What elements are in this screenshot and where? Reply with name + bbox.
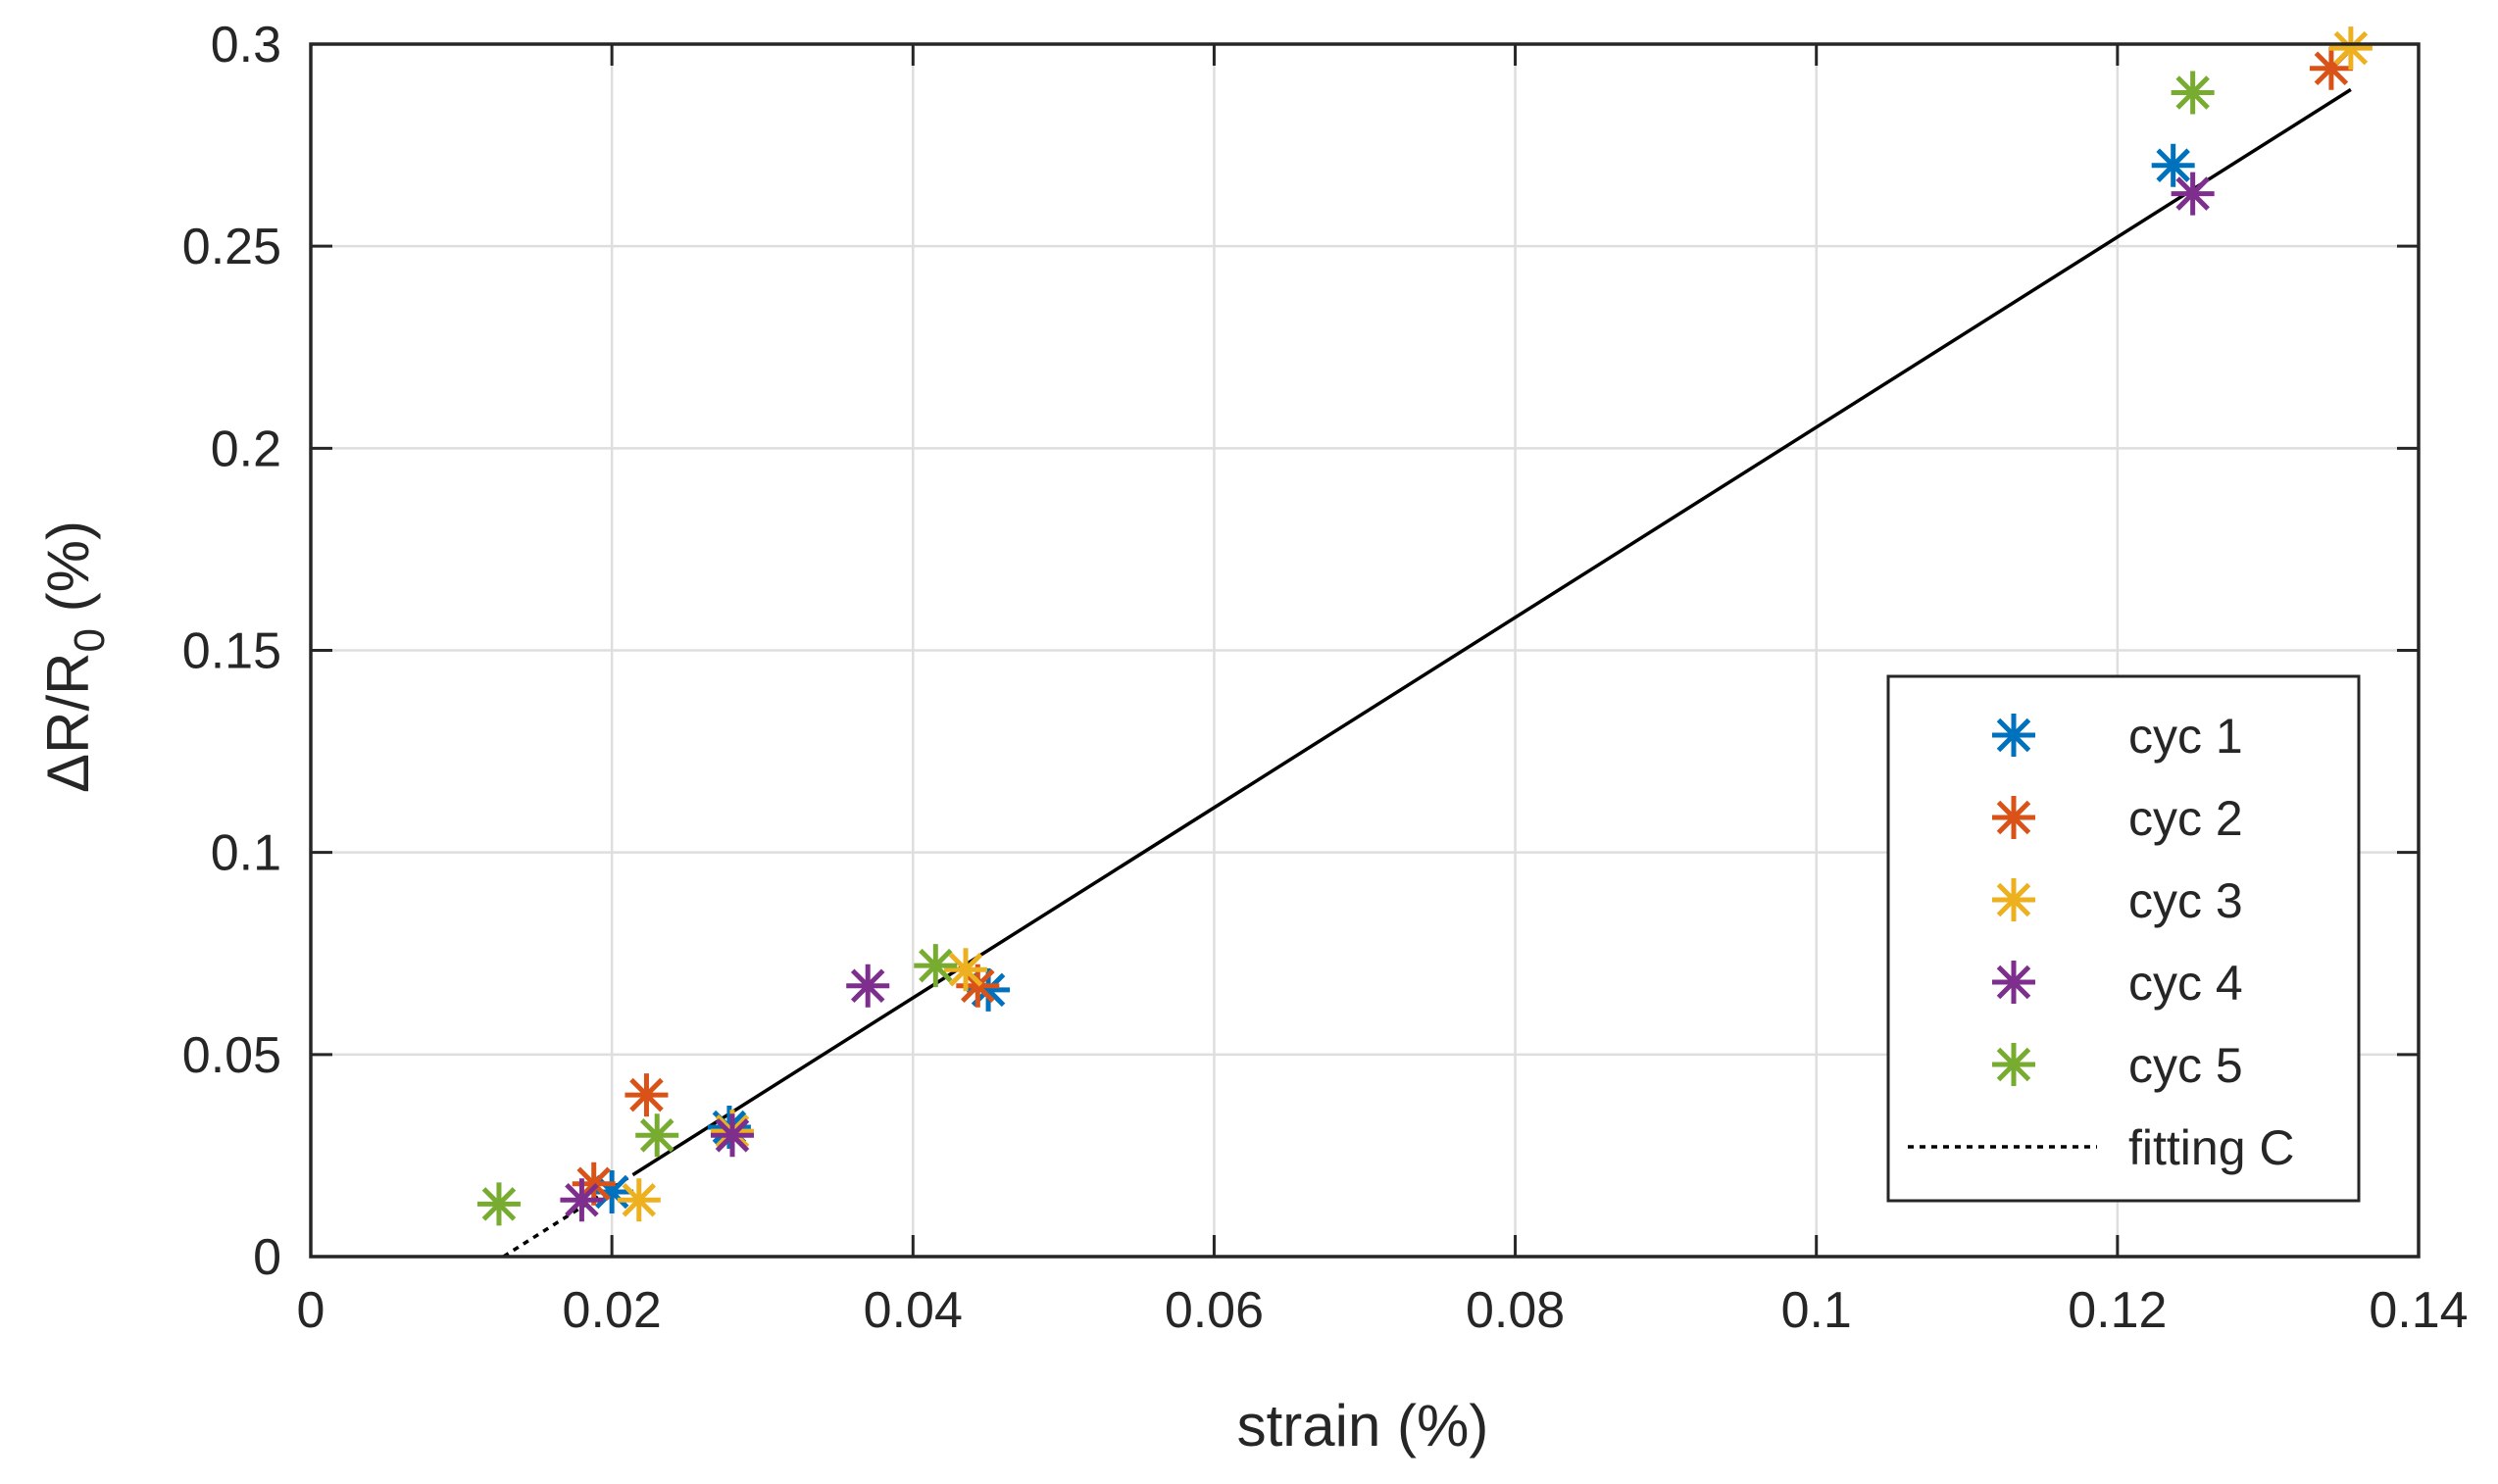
asterisk-stroke (919, 948, 953, 983)
x-tick-label: 0.06 (1165, 1282, 1264, 1339)
asterisk-stroke (565, 1183, 599, 1217)
fit-layer (502, 87, 2352, 1259)
legend-item: cyc 1 (1992, 709, 2243, 764)
data-point-cyc-4 (711, 1113, 754, 1158)
data-point-cyc-5 (914, 944, 958, 988)
y-tick-label: 0.05 (182, 1027, 281, 1084)
legend-item: cyc 4 (1992, 956, 2243, 1011)
x-tick-label: 0 (297, 1282, 325, 1339)
axes-layer: 0 0.02 0.04 0.06 0.08 0.1 0.12 0.14 0 0.05 0.1 0.15… (182, 17, 2469, 1339)
asterisk-stroke (639, 1118, 674, 1153)
x-tick-label: 0.08 (1466, 1282, 1565, 1339)
asterisk-stroke (1996, 882, 2031, 917)
asterisk-stroke (1996, 717, 2031, 753)
data-point-cyc-5 (2171, 71, 2215, 115)
x-axis-title: strain (%) (1237, 1393, 1489, 1459)
data-point-cyc-1 (590, 1170, 634, 1214)
legend-label: cyc 5 (2128, 1038, 2243, 1093)
asterisk-stroke (715, 1118, 750, 1153)
legend-marker-icon (1992, 714, 2035, 757)
y-tick-label: 0.15 (182, 623, 281, 680)
y-tick-label: 0.25 (182, 219, 281, 275)
marker-layer (476, 26, 2373, 1226)
y-tick-label: 0.1 (211, 825, 281, 882)
legend-label: cyc 1 (2128, 709, 2243, 764)
y-tick-label: 0 (253, 1229, 281, 1286)
legend-item: cyc 3 (1992, 873, 2243, 928)
x-tick-label: 0.12 (2068, 1282, 2167, 1339)
legend-label: cyc 2 (2128, 791, 2243, 846)
legend-marker-icon (1992, 796, 2035, 839)
data-point-cyc-1 (2151, 143, 2195, 187)
data-point-cyc-4 (2171, 172, 2215, 216)
asterisk-stroke (629, 1077, 664, 1113)
legend-marker-icon (1992, 961, 2035, 1004)
label-layer: strain (%) ΔR/R0 (%) (35, 520, 1488, 1459)
asterisk-stroke (481, 1187, 517, 1221)
y-axis-title-subscript: 0 (66, 628, 114, 652)
legend-marker-icon (1992, 878, 2035, 921)
asterisk-stroke (2175, 176, 2210, 211)
asterisk-stroke (850, 968, 885, 1004)
asterisk-stroke (2333, 30, 2369, 66)
data-point-cyc-4 (846, 964, 890, 1008)
asterisk-stroke (1996, 965, 2031, 1000)
data-point-cyc-3 (944, 948, 988, 992)
asterisk-stroke (2156, 148, 2190, 182)
legend-marker-icon (1992, 1043, 2035, 1086)
x-tick-label: 0.14 (2369, 1282, 2468, 1339)
data-point-cyc-5 (635, 1113, 679, 1158)
y-axis-title-main: ΔR/R (35, 653, 101, 793)
fit-line-solid (633, 87, 2352, 1175)
legend-label: cyc 3 (2128, 873, 2243, 928)
asterisk-stroke (961, 968, 995, 1004)
legend-label: fitting C (2128, 1120, 2295, 1175)
y-axis-title-unit: (%) (35, 520, 101, 628)
data-point-cyc-2 (2309, 46, 2353, 90)
asterisk-stroke (1996, 1047, 2031, 1082)
data-point-cyc-5 (476, 1182, 521, 1226)
y-tick-label: 0.3 (211, 17, 281, 74)
asterisk-stroke (2175, 75, 2210, 110)
x-tick-label: 0.1 (1781, 1282, 1852, 1339)
y-axis-title: ΔR/R0 (%) (35, 520, 114, 793)
fit-line-dotted (502, 1172, 636, 1259)
data-point-cyc-4 (560, 1178, 604, 1222)
legend-item: cyc 5 (1992, 1038, 2243, 1093)
asterisk-stroke (948, 952, 983, 987)
y-tick-label: 0.2 (211, 420, 281, 477)
data-point-cyc-3 (2328, 26, 2373, 71)
x-tick-label: 0.02 (563, 1282, 662, 1339)
data-point-cyc-2 (624, 1073, 669, 1117)
legend-item: cyc 2 (1992, 791, 2243, 846)
legend-item-fit: fitting C (1908, 1120, 2295, 1175)
legend-box (1886, 674, 2361, 1203)
legend: cyc 1 cyc 2 cyc 3 cyc 4 cyc 5 fitting C (1886, 674, 2361, 1203)
asterisk-stroke (622, 1183, 657, 1217)
legend-label: cyc 4 (2128, 956, 2243, 1011)
data-point-cyc-3 (617, 1178, 661, 1222)
asterisk-stroke (1996, 800, 2031, 835)
x-tick-label: 0.04 (864, 1282, 963, 1339)
